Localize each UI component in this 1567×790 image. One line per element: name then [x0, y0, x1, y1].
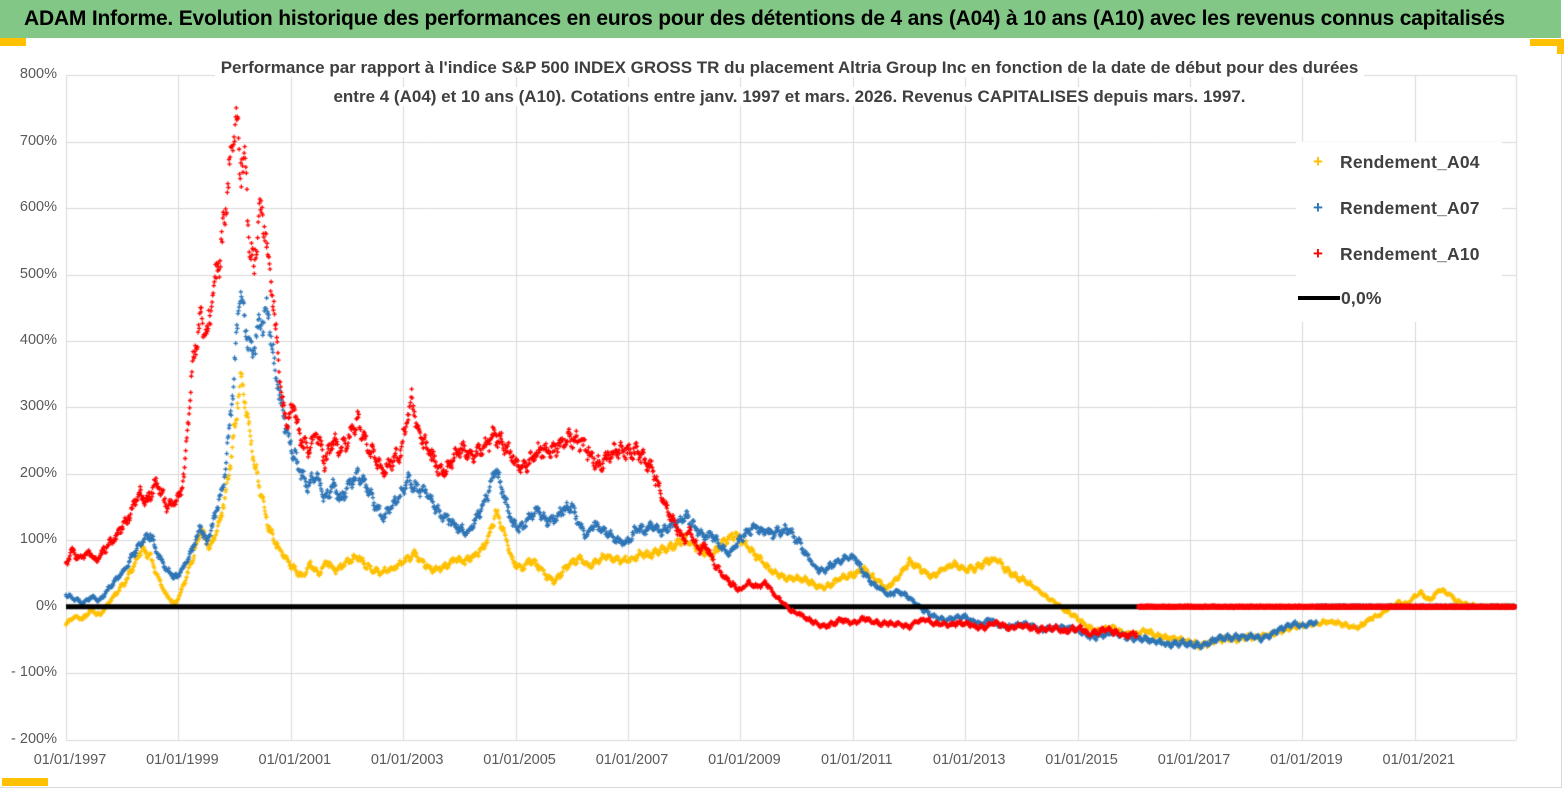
y-axis-tick-label: 400%	[19, 331, 57, 348]
x-axis-tick-label: 01/01/1997	[33, 752, 107, 768]
legend-label: 0,0%	[1341, 287, 1382, 308]
y-axis-tick-label: 0%	[36, 597, 57, 614]
right-border	[1561, 38, 1562, 787]
x-axis-tick-label: 01/01/2019	[1270, 752, 1343, 768]
x-axis-tick-label: 01/01/2003	[370, 752, 444, 768]
legend-item-a04: + Rendement_A04	[1296, 148, 1480, 176]
accent-bar-right	[1530, 39, 1564, 46]
y-axis-tick-label: 300%	[19, 398, 57, 415]
y-axis-tick-label: 200%	[19, 464, 57, 481]
y-axis-tick-label: - 100%	[11, 664, 57, 681]
legend-label: Rendement_A10	[1340, 243, 1480, 264]
zero-line-swatch	[1298, 296, 1340, 300]
bottom-border	[0, 787, 1562, 788]
header-bar: ADAM Informe. Evolution historique des p…	[0, 0, 1561, 38]
x-axis-tick-label: 01/01/2015	[1045, 752, 1118, 768]
plus-marker-icon: +	[1313, 152, 1323, 171]
legend-item-a10: + Rendement_A10	[1296, 240, 1480, 268]
x-axis-tick-label: 01/01/2017	[1157, 752, 1231, 768]
y-axis-tick-label: 500%	[19, 265, 57, 282]
x-axis-tick-label: 01/01/2009	[708, 752, 781, 768]
x-axis-tick-label: 01/01/2005	[483, 752, 556, 768]
x-axis-tick-label: 01/01/1999	[146, 752, 219, 768]
x-axis-tick-label: 01/01/2013	[932, 752, 1006, 768]
x-axis-tick-label: 01/01/2007	[595, 752, 669, 768]
y-axis-tick-label: - 200%	[11, 730, 57, 747]
y-axis-tick-label: 800%	[19, 66, 57, 83]
x-axis-tick-label: 01/01/2001	[258, 752, 332, 768]
accent-tab-right	[1557, 39, 1564, 54]
header-title: ADAM Informe. Evolution historique des p…	[24, 7, 1505, 30]
accent-bar-bottom	[2, 778, 48, 786]
accent-bar-left	[0, 38, 26, 46]
y-axis-tick-label: 100%	[19, 531, 57, 548]
y-axis-tick-label: 600%	[19, 199, 57, 216]
x-axis-tick-label: 01/01/2021	[1382, 752, 1456, 768]
chart-legend: + Rendement_A04 + Rendement_A07 + Rendem…	[1296, 142, 1502, 322]
legend-label: Rendement_A07	[1340, 197, 1480, 218]
plus-marker-icon: +	[1313, 198, 1323, 217]
legend-label: Rendement_A04	[1340, 151, 1480, 172]
x-axis-tick-label: 01/01/2011	[821, 752, 893, 768]
y-axis-tick-label: 700%	[19, 132, 57, 149]
legend-item-zero-line: 0,0%	[1296, 284, 1382, 312]
legend-item-a07: + Rendement_A07	[1296, 194, 1480, 222]
plus-marker-icon: +	[1313, 244, 1323, 263]
